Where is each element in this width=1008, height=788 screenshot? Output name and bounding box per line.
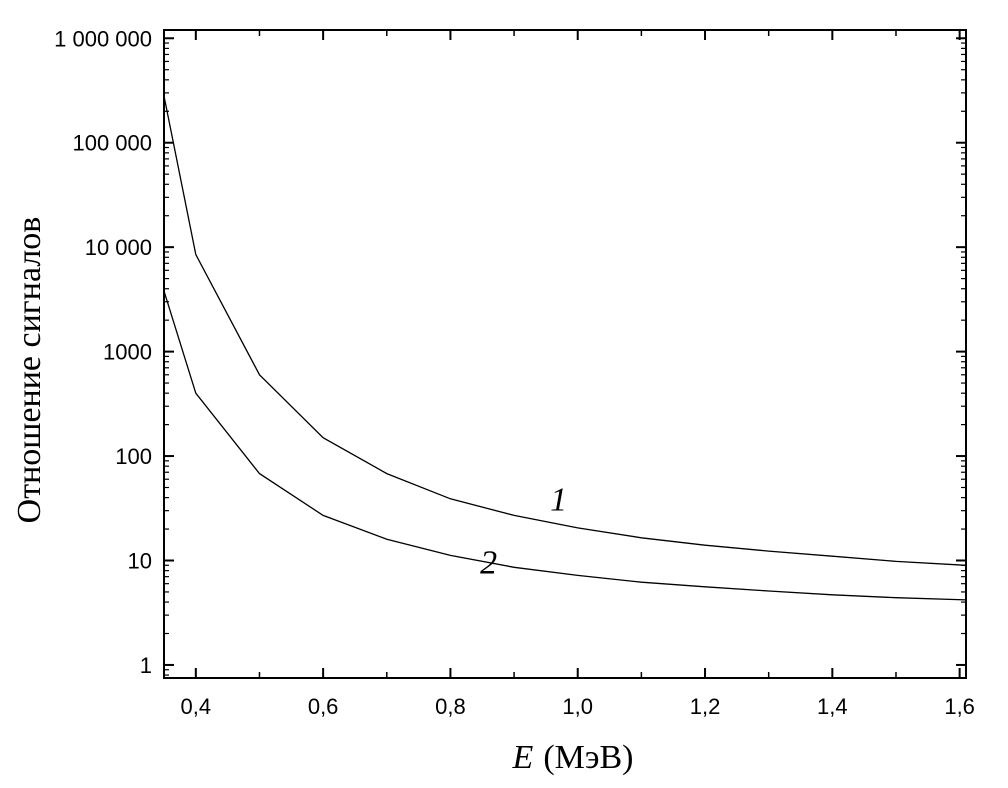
curve-1 <box>163 95 967 566</box>
x-tick-label: 1,2 <box>690 694 721 719</box>
x-tick-label: 1,4 <box>817 694 848 719</box>
y-tick-label: 1 000 000 <box>54 26 152 51</box>
x-tick-label: 0,4 <box>181 694 212 719</box>
x-tick-label: 1,0 <box>562 694 593 719</box>
x-axis-variable: E <box>512 739 534 776</box>
curve-label-2: 2 <box>480 545 497 582</box>
y-tick-label: 1 <box>140 653 152 678</box>
y-tick-label: 100 <box>115 444 152 469</box>
x-axis-title: E (МэВ) <box>512 739 634 776</box>
plot-frame <box>163 29 967 679</box>
y-axis-title: Отношение сигналов <box>11 217 48 524</box>
y-axis-ticks: 1 10 100 1000 10 000 100 000 1 000 000 <box>54 26 966 678</box>
y-tick-label: 10 <box>128 549 152 574</box>
x-tick-label: 1,6 <box>944 694 975 719</box>
x-axis-unit: (МэВ) <box>543 739 633 776</box>
x-axis-ticks: 0,4 0,6 0,8 1,0 1,2 1,4 1,6 <box>181 30 975 719</box>
curve-label-1: 1 <box>550 482 567 519</box>
curve-labels: 12 <box>480 482 567 582</box>
x-tick-label: 0,8 <box>435 694 466 719</box>
y-tick-label: 100 000 <box>72 131 152 156</box>
x-tick-label: 0,6 <box>308 694 339 719</box>
y-tick-label: 1000 <box>103 340 152 365</box>
y-tick-label: 10 000 <box>85 235 152 260</box>
curves <box>163 95 967 601</box>
curve-2 <box>163 290 967 601</box>
